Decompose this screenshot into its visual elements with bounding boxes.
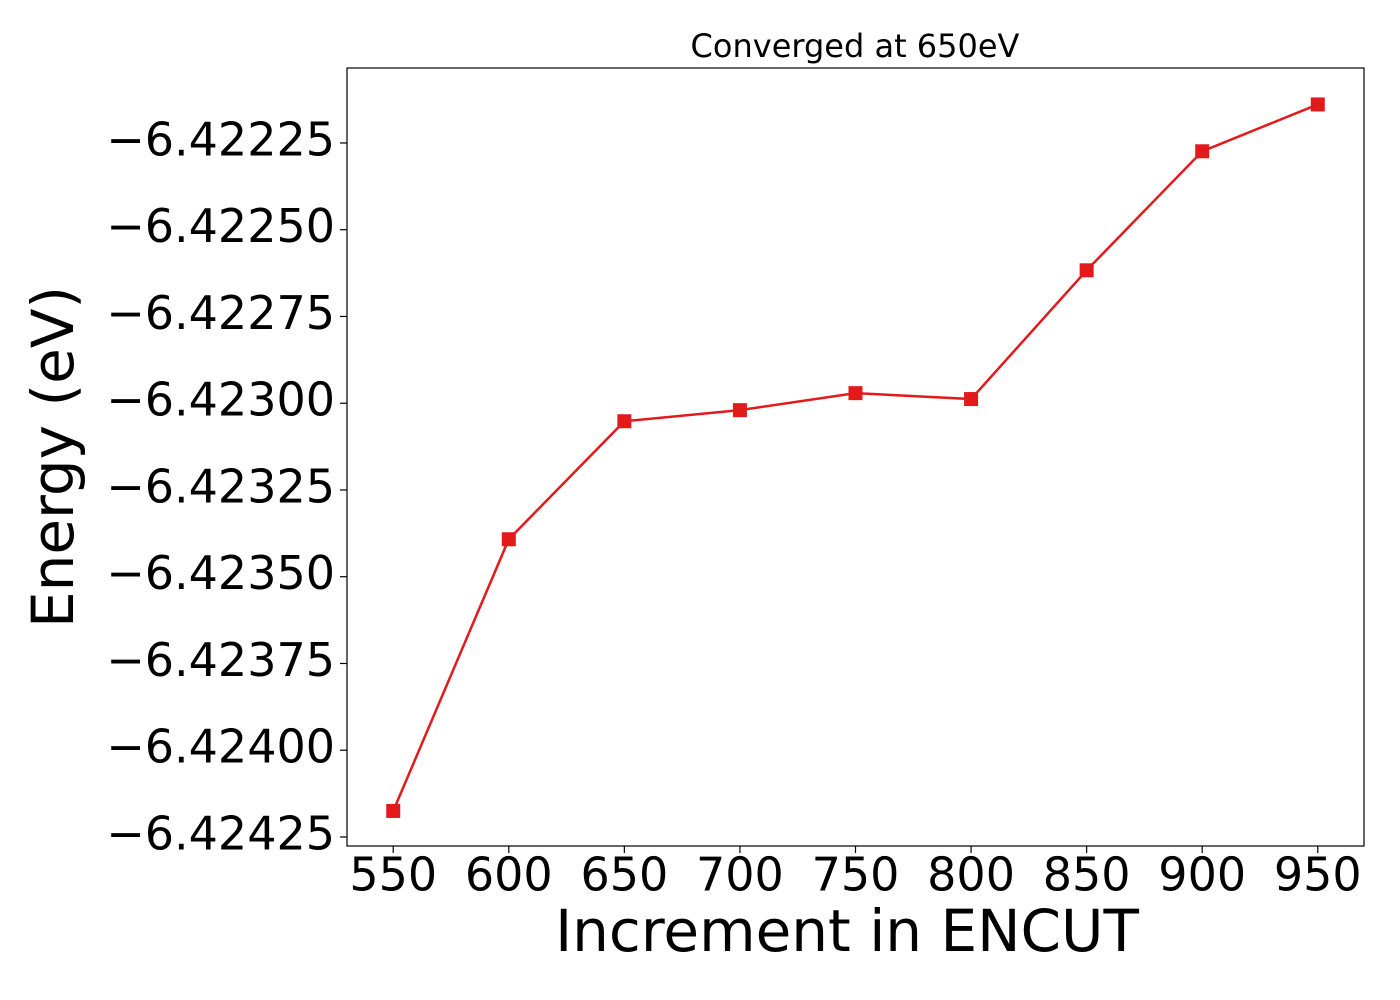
y-tick-label: −6.42325 — [106, 459, 335, 513]
y-tick-label: −6.42250 — [106, 199, 335, 253]
x-tick-label: 600 — [465, 848, 553, 902]
marker — [1310, 97, 1325, 112]
x-tick-label: 550 — [349, 848, 437, 902]
marker — [732, 403, 747, 418]
marker — [1195, 144, 1210, 159]
marker — [501, 532, 516, 547]
series-line — [392, 103, 1319, 812]
marker — [964, 392, 979, 407]
marker — [848, 386, 863, 401]
y-tick-label: −6.42275 — [106, 286, 335, 340]
x-tick-label: 900 — [1158, 848, 1246, 902]
x-tick-label: 750 — [812, 848, 900, 902]
y-axis-label: Energy (eV) — [19, 286, 87, 628]
y-tick-label: −6.42425 — [106, 806, 335, 860]
marker — [617, 414, 632, 429]
plot-frame — [346, 67, 1365, 847]
x-tick-label: 800 — [927, 848, 1015, 902]
x-tick-label: 850 — [1043, 848, 1131, 902]
marker — [1079, 263, 1094, 278]
y-tick-label: −6.42350 — [106, 546, 335, 600]
y-tick-label: −6.42400 — [106, 720, 335, 774]
y-tick-label: −6.42375 — [106, 633, 335, 687]
x-axis-label: Increment in ENCUT — [555, 897, 1139, 965]
x-tick-label: 700 — [696, 848, 784, 902]
x-tick-label: 650 — [580, 848, 668, 902]
y-tick-label: −6.42225 — [106, 112, 335, 166]
chart-title: Converged at 650eV — [691, 27, 1020, 65]
y-tick-label: −6.42300 — [106, 373, 335, 427]
x-tick-label: 950 — [1274, 848, 1362, 902]
marker — [386, 803, 401, 818]
